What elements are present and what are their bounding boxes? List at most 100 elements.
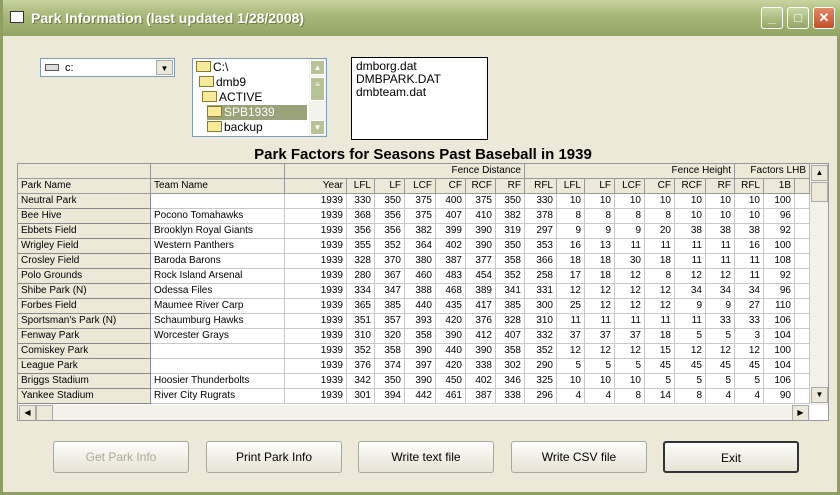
- table-cell[interactable]: 325: [525, 374, 557, 389]
- chevron-down-icon[interactable]: ▼: [156, 60, 173, 75]
- park-name-cell[interactable]: Fenway Park: [18, 329, 151, 344]
- minimize-button[interactable]: _: [761, 7, 783, 29]
- table-cell[interactable]: 17: [557, 269, 585, 284]
- table-cell[interactable]: 12: [706, 344, 735, 359]
- table-cell[interactable]: 460: [405, 269, 436, 284]
- table-cell[interactable]: 350: [496, 239, 525, 254]
- table-cell[interactable]: 18: [585, 254, 615, 269]
- table-cell[interactable]: 358: [496, 344, 525, 359]
- park-name-cell[interactable]: Briggs Stadium: [18, 374, 151, 389]
- table-cell[interactable]: 38: [735, 224, 764, 239]
- table-cell[interactable]: 106: [764, 374, 795, 389]
- table-cell[interactable]: 407: [496, 329, 525, 344]
- table-cell[interactable]: 10: [675, 194, 706, 209]
- table-cell[interactable]: 368: [347, 209, 375, 224]
- table-cell[interactable]: 12: [615, 299, 645, 314]
- exit-button[interactable]: Exit: [663, 441, 799, 473]
- table-cell[interactable]: 300: [525, 299, 557, 314]
- table-cell[interactable]: 353: [525, 239, 557, 254]
- table-cell[interactable]: 108: [764, 254, 795, 269]
- table-cell[interactable]: 388: [405, 284, 436, 299]
- table-cell[interactable]: 10: [557, 374, 585, 389]
- table-cell[interactable]: 45: [675, 359, 706, 374]
- column-header[interactable]: LFL: [557, 179, 585, 194]
- table-cell[interactable]: 399: [436, 224, 466, 239]
- get-park-info-button[interactable]: Get Park Info: [53, 441, 189, 473]
- table-cell[interactable]: 104: [764, 359, 795, 374]
- table-cell[interactable]: 10: [557, 194, 585, 209]
- table-cell[interactable]: [795, 299, 810, 314]
- directory-item[interactable]: ACTIVE: [202, 90, 307, 105]
- table-cell[interactable]: 5: [645, 374, 675, 389]
- table-cell[interactable]: 4: [557, 389, 585, 404]
- table-cell[interactable]: 100: [764, 239, 795, 254]
- write-csv-file-button[interactable]: Write CSV file: [511, 441, 647, 473]
- table-cell[interactable]: [151, 194, 285, 209]
- table-cell[interactable]: 374: [375, 359, 405, 374]
- table-cell[interactable]: Rock Island Arsenal: [151, 269, 285, 284]
- table-cell[interactable]: 90: [764, 389, 795, 404]
- column-header[interactable]: LFL: [347, 179, 375, 194]
- column-header[interactable]: LCF: [405, 179, 436, 194]
- table-cell[interactable]: 258: [525, 269, 557, 284]
- table-cell[interactable]: 330: [525, 194, 557, 209]
- table-cell[interactable]: 8: [615, 389, 645, 404]
- table-cell[interactable]: 412: [466, 329, 496, 344]
- table-cell[interactable]: 33: [706, 314, 735, 329]
- table-cell[interactable]: 366: [525, 254, 557, 269]
- table-cell[interactable]: [795, 209, 810, 224]
- park-factors-grid[interactable]: ▲ ▼ ◀ ▶ Fence Distance Fence Height Factor…: [17, 163, 829, 421]
- park-name-cell[interactable]: Crosley Field: [18, 254, 151, 269]
- table-cell[interactable]: 380: [405, 254, 436, 269]
- table-cell[interactable]: 356: [375, 209, 405, 224]
- table-cell[interactable]: 319: [496, 224, 525, 239]
- table-cell[interactable]: 350: [496, 194, 525, 209]
- table-cell[interactable]: 365: [347, 299, 375, 314]
- table-cell[interactable]: Baroda Barons: [151, 254, 285, 269]
- scroll-down-button[interactable]: ▼: [811, 387, 828, 403]
- table-cell[interactable]: 104: [764, 329, 795, 344]
- column-header[interactable]: CF: [436, 179, 466, 194]
- table-cell[interactable]: [795, 374, 810, 389]
- scroll-up-button[interactable]: ▲: [811, 165, 828, 181]
- table-cell[interactable]: 1939: [285, 329, 347, 344]
- table-cell[interactable]: 14: [645, 389, 675, 404]
- table-cell[interactable]: 385: [496, 299, 525, 314]
- table-cell[interactable]: [795, 239, 810, 254]
- column-header[interactable]: LF: [585, 179, 615, 194]
- table-cell[interactable]: [795, 329, 810, 344]
- table-cell[interactable]: 352: [496, 269, 525, 284]
- table-cell[interactable]: 1939: [285, 284, 347, 299]
- table-cell[interactable]: 9: [706, 299, 735, 314]
- table-cell[interactable]: 10: [735, 209, 764, 224]
- directory-item[interactable]: SPB1939: [207, 105, 307, 120]
- table-cell[interactable]: 1939: [285, 269, 347, 284]
- table-cell[interactable]: 10: [706, 194, 735, 209]
- table-cell[interactable]: 5: [585, 359, 615, 374]
- table-cell[interactable]: 38: [675, 224, 706, 239]
- table-cell[interactable]: 100: [764, 194, 795, 209]
- table-cell[interactable]: 390: [436, 329, 466, 344]
- table-cell[interactable]: 341: [496, 284, 525, 299]
- table-cell[interactable]: [795, 269, 810, 284]
- table-cell[interactable]: 11: [645, 314, 675, 329]
- table-cell[interactable]: 10: [706, 209, 735, 224]
- table-cell[interactable]: 390: [405, 374, 436, 389]
- table-cell[interactable]: 15: [645, 344, 675, 359]
- table-cell[interactable]: 410: [466, 209, 496, 224]
- table-cell[interactable]: 10: [675, 209, 706, 224]
- table-cell[interactable]: 5: [735, 374, 764, 389]
- column-header[interactable]: Year: [285, 179, 347, 194]
- park-name-cell[interactable]: Forbes Field: [18, 299, 151, 314]
- table-cell[interactable]: 12: [585, 299, 615, 314]
- table-cell[interactable]: 420: [436, 314, 466, 329]
- table-cell[interactable]: 11: [706, 239, 735, 254]
- table-cell[interactable]: 332: [525, 329, 557, 344]
- table-cell[interactable]: 8: [675, 389, 706, 404]
- column-header[interactable]: [795, 179, 810, 194]
- table-cell[interactable]: 9: [557, 224, 585, 239]
- table-cell[interactable]: 12: [615, 284, 645, 299]
- table-cell[interactable]: 5: [557, 359, 585, 374]
- table-cell[interactable]: 394: [375, 389, 405, 404]
- table-cell[interactable]: 296: [525, 389, 557, 404]
